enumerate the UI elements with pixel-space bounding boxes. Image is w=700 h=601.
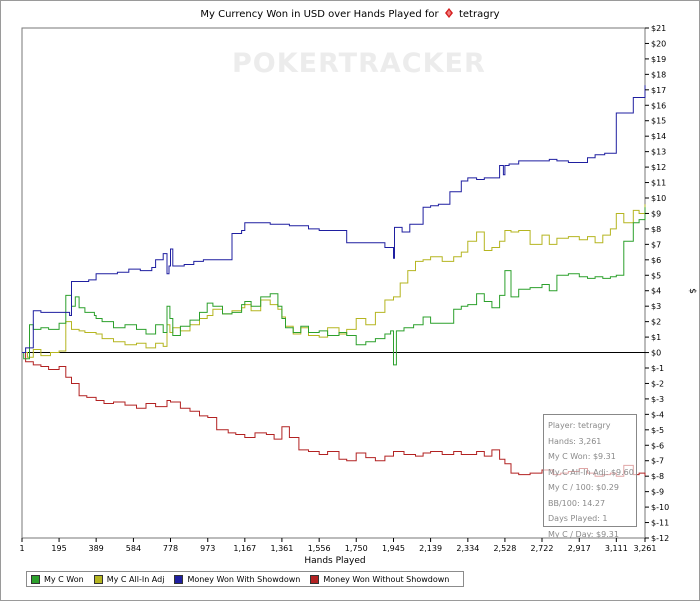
chart-legend: My C Won My C All-In Adj Money Won With …: [26, 571, 465, 587]
x-tick-label: 1,556: [308, 544, 331, 553]
y-tick-label: $21: [651, 24, 666, 33]
y-tick-label: $15: [651, 117, 666, 126]
x-tick-label: 3,111: [605, 544, 628, 553]
y-tick-label: $-2: [651, 379, 664, 388]
series-line-my-c-won: [22, 207, 646, 366]
y-axis: $21 $20 $19 $18 $17 $16 $15 $14 $13 $12 $11 $10 $9 $8…: [645, 24, 669, 543]
chart-title-text: My Currency Won in USD over Hands Played…: [200, 9, 439, 20]
x-tick-label: 2,139: [419, 544, 442, 553]
watermark: POKERTRACKER: [232, 48, 486, 79]
y-tick-label: $0: [651, 349, 661, 358]
legend-swatch: [31, 574, 40, 584]
y-tick-label: $4: [651, 287, 661, 296]
series-line-money-won-with-showdown: [22, 85, 646, 353]
legend-item-my-c-won[interactable]: My C Won: [31, 574, 84, 584]
stats-player: Player: tetragry: [548, 421, 611, 430]
stats-allin-adj: My C All-In Adj: $9.60: [548, 467, 634, 477]
y-tick-label: $14: [651, 132, 666, 141]
stats-won: My C Won: $9.31: [548, 452, 616, 461]
y-tick-label: $11: [651, 179, 666, 188]
x-tick-label: 1,167: [233, 544, 256, 553]
x-tick-label: 2,722: [531, 544, 554, 553]
stats-per-100: My C / 100: $0.29: [548, 483, 619, 492]
y-tick-label: $-10: [651, 503, 669, 512]
y-axis-title: $: [687, 288, 697, 294]
x-tick-label: 2,917: [568, 544, 591, 553]
legend-label: Money Won With Showdown: [187, 574, 301, 584]
x-tick-label: 195: [51, 544, 66, 553]
y-tick-label: $13: [651, 148, 666, 157]
stats-bb-per-100: BB/100: 14.27: [548, 498, 606, 508]
y-tick-label: $12: [651, 163, 666, 172]
y-tick-label: $18: [651, 70, 666, 79]
y-tick-label: $5: [651, 271, 661, 280]
y-tick-label: $2: [651, 318, 661, 327]
y-tick-label: $-6: [651, 441, 664, 450]
plot-border: [21, 27, 646, 539]
stats-hands: Hands: 3,261: [548, 436, 602, 446]
y-tick-label: $-4: [651, 410, 664, 419]
series-line-my-c-all-in-adj: [22, 204, 646, 358]
y-tick-label: $3: [651, 302, 661, 311]
plot-area: [21, 27, 646, 539]
legend-item-all-in-adj[interactable]: My C All-In Adj: [93, 574, 165, 584]
y-tick-label: $16: [651, 101, 666, 110]
stats-tooltip: Player: tetragry Hands: 3,261 My C Won: …: [543, 414, 637, 539]
y-tick-label: $-5: [651, 426, 664, 435]
y-tick-label: $-3: [651, 395, 664, 404]
y-tick-label: $-7: [651, 457, 664, 466]
x-tick-label: 2,528: [493, 544, 516, 553]
x-tick-label: 973: [200, 544, 215, 553]
x-tick-label: 778: [163, 544, 178, 553]
y-tick-label: $1: [651, 333, 661, 342]
legend-swatch: [310, 574, 320, 584]
x-axis-title: Hands Played: [304, 556, 365, 566]
stats-per-day: My C / Day: $9.31: [548, 529, 619, 539]
x-tick-label: 3,261: [634, 544, 657, 553]
legend-label: My C All-In Adj: [106, 574, 165, 584]
y-tick-label: $10: [651, 194, 666, 203]
x-tick-label: 1,945: [382, 544, 405, 553]
y-tick-label: $8: [651, 225, 661, 234]
y-tick-label: $19: [651, 55, 666, 64]
y-tick-label: $-11: [651, 519, 669, 528]
legend-item-with-showdown[interactable]: Money Won With Showdown: [174, 574, 301, 584]
legend-swatch: [174, 574, 184, 584]
x-tick-label: 1: [19, 544, 24, 553]
y-tick-label: $7: [651, 240, 661, 249]
x-tick-label: 389: [89, 544, 104, 553]
y-tick-label: $20: [651, 39, 666, 48]
y-tick-label: $-12: [651, 534, 669, 543]
legend-swatch: [93, 574, 103, 584]
x-tick-label: 2,334: [456, 544, 479, 553]
x-tick-label: 1,361: [270, 544, 293, 553]
legend-label: My C Won: [44, 574, 84, 584]
legend-label: Money Won Without Showdown: [323, 574, 450, 584]
y-tick-label: $-1: [651, 364, 664, 373]
chart-title: My Currency Won in USD over Hands Played…: [0, 8, 700, 20]
stats-days-played: Days Played: 1: [548, 514, 608, 523]
legend-item-without-showdown[interactable]: Money Won Without Showdown: [310, 574, 450, 584]
x-tick-label: 584: [126, 544, 141, 553]
y-tick-label: $-9: [651, 488, 664, 497]
y-tick-label: $9: [651, 209, 661, 218]
player-name: tetragry: [458, 9, 500, 20]
x-axis: 1 195 389 584 778 973 1,167 1,361 1,556 1,750 1,94…: [19, 538, 656, 553]
y-tick-label: $-8: [651, 472, 664, 481]
x-tick-label: 1,750: [345, 544, 368, 553]
y-tick-label: $17: [651, 86, 666, 95]
y-tick-label: $6: [651, 256, 661, 265]
diamond-suit-icon: [444, 8, 453, 18]
